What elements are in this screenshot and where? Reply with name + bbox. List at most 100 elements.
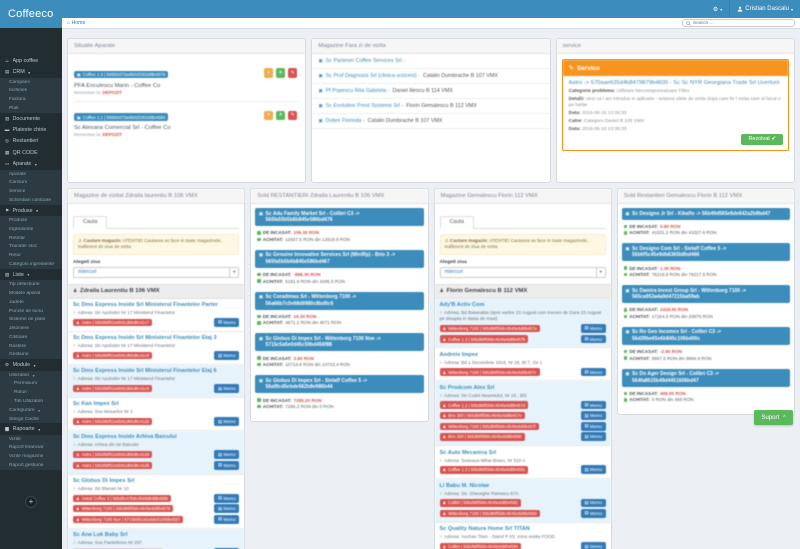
store-link[interactable]: Sc Partener Coffee Services Srl - <box>325 58 405 64</box>
sidebar-item[interactable]: Gestiune <box>0 350 62 360</box>
debt-machine-link[interactable]: ▣ Sc Globus Di Impex Srl - Sielaff Coffe… <box>255 375 424 394</box>
rezolvat-button[interactable]: Rezolvat ✔ <box>741 133 783 145</box>
sidebar-item[interactable]: ▤ CRM ▾ <box>0 66 62 77</box>
sidebar-add-button[interactable]: + <box>25 495 37 508</box>
sidebar-item[interactable]: Produse <box>0 216 62 226</box>
sidebar-item[interactable]: Categorii ingrediente <box>0 260 62 269</box>
user-menu[interactable]: Cristian Dascalu ▾ <box>729 0 800 18</box>
sidebar-item[interactable]: Transfer stoc <box>0 242 62 252</box>
suport-button[interactable]: Suport ^ <box>754 410 793 425</box>
memo-button[interactable]: ▤Memo <box>580 411 606 421</box>
ticket-title-link[interactable]: Astro -> 570aae635d4b8479879b4600 - Sc S… <box>568 80 780 86</box>
store-name-link[interactable]: Sc Quality Natura Home Srl TITAN <box>439 526 530 533</box>
sidebar-item[interactable]: ▭ Aparate ▾ <box>0 158 62 169</box>
store-name-link[interactable]: Andreiv Impex <box>439 351 479 358</box>
add-button[interactable]: + <box>263 68 274 78</box>
sidebar-item[interactable]: Sterge Cache <box>0 414 62 424</box>
memo-button[interactable]: ▤Memo <box>580 421 606 431</box>
sidebar-item[interactable]: Judete <box>0 297 62 307</box>
breadcrumb-home[interactable]: ⌂ Home <box>67 20 86 26</box>
sidebar-item[interactable]: Modele aparat <box>0 289 62 298</box>
debt-machine-link[interactable]: ▣ Sc Ro Geo Incomex Srl - Colibri C3 -> … <box>621 326 790 345</box>
sidebar-item[interactable]: ▧ Liste ▾ <box>0 269 62 280</box>
memo-button[interactable]: ▤Memo <box>214 318 240 327</box>
sidebar-item[interactable]: Raport financiar <box>0 443 62 453</box>
sidebar-item[interactable]: ◎ Restantieri <box>0 136 62 147</box>
store-link[interactable]: Dobre Florinda - <box>325 118 365 124</box>
sidebar-item[interactable]: ⚑ Produse ▾ <box>0 205 62 216</box>
sidebar-item[interactable]: Vizite magazine <box>0 452 62 462</box>
sidebar-item[interactable]: Vizite <box>0 434 62 444</box>
debt-machine-link[interactable]: ▣ Sc Do Ager Design Srl - Colibri C3 -> … <box>621 368 790 387</box>
sidebar-item[interactable]: ▥ Documente <box>0 113 62 124</box>
memo-button[interactable]: ▤Memo <box>214 504 240 514</box>
sidebar-item[interactable]: ▬ Plateste chirie <box>0 124 62 135</box>
debt-machine-link[interactable]: ▣ Sc Genuine Innovative Services Srl (Mi… <box>255 249 424 268</box>
tab-cauta[interactable]: Cauta <box>73 215 108 229</box>
memo-button[interactable]: ▤Memo <box>214 384 240 393</box>
sidebar-item[interactable]: ▆ Rapoarte ▾ <box>0 423 62 434</box>
sidebar-item[interactable]: Rastere <box>0 341 62 351</box>
memo-button[interactable]: ▤Memo <box>214 493 240 503</box>
memo-button[interactable]: ▤Memo <box>214 450 240 459</box>
memo-button[interactable]: ▤Memo <box>580 542 606 549</box>
store-name-link[interactable]: Sc Prodcom Alex Srl <box>439 384 495 391</box>
tab-cauta[interactable]: Cauta <box>439 215 474 229</box>
sidebar-item[interactable]: ⚙ Module ▾ <box>0 359 62 370</box>
sidebar-item[interactable]: Companii <box>0 77 62 87</box>
search-input[interactable] <box>693 20 791 26</box>
sidebar-item[interactable]: ▦ QR CODE <box>0 147 62 158</box>
store-link[interactable]: Sc Prof Diagnosis Srl (clinica urziceni)… <box>325 73 421 79</box>
edit-button[interactable]: ✎ <box>287 68 298 78</box>
memo-button[interactable]: ▤Memo <box>580 498 606 508</box>
sidebar-item[interactable]: Retetar <box>0 233 62 243</box>
sidebar-item[interactable]: Consum <box>0 178 62 188</box>
sidebar-item[interactable]: Permisiuni <box>0 379 62 389</box>
debt-machine-link[interactable]: ▣ Sc Globus Di Impex Srl - Wittenborg 71… <box>255 333 424 352</box>
sidebar-item[interactable]: Configurare ▾ <box>0 405 62 415</box>
store-name-link[interactable]: Sc Auto Mecanica Srl <box>439 449 497 456</box>
sidebar-item[interactable]: Sisteme de plata <box>0 315 62 325</box>
sidebar-item[interactable]: ☕ App coffee <box>0 55 62 66</box>
store-name-link[interactable]: Sc Dms Express Inside Arhiva Baicului <box>73 434 177 441</box>
store-link[interactable]: Sc Evolution Prest Systems Srl - <box>325 103 404 109</box>
sidebar-item[interactable]: Ingrediente <box>0 225 62 234</box>
store-name-link[interactable]: Ady'B Activ Com <box>439 302 485 309</box>
sidebar-item[interactable]: Jetoniere <box>0 324 62 333</box>
day-select[interactable]: miercuri ▼ <box>73 266 240 278</box>
sidebar-item[interactable]: Roluri <box>0 388 62 398</box>
sidebar-item[interactable]: Cititoare <box>0 333 62 342</box>
sidebar-item[interactable]: Inchirieri <box>0 86 62 96</box>
app-logo[interactable]: Coffeeco <box>0 0 62 28</box>
store-link[interactable]: Pf Popescu Rita Gabriela - <box>325 88 390 94</box>
memo-button[interactable]: ▤Memo <box>580 465 606 475</box>
store-name-link[interactable]: Sc Dms Express Inside Srl Ministerul Fin… <box>73 302 218 309</box>
debt-machine-link[interactable]: ▣ Sc Designo Jr Srl - Kikaflo -> 56b49d5… <box>621 208 790 220</box>
debt-machine-link[interactable]: ▣ Sc Designo Com Srl - Sielaff Coffee 5 … <box>621 243 790 262</box>
sidebar-item[interactable]: Toti Utilizatori <box>0 397 62 406</box>
sidebar-item[interactable]: Utilizatori ▾ <box>0 370 62 380</box>
store-name-link[interactable]: Sc Kan Impex Srl <box>73 401 119 408</box>
store-name-link[interactable]: Sc Dms Express Inside Srl Ministerul Fin… <box>73 335 217 342</box>
memo-button[interactable]: ▤Memo <box>214 514 240 524</box>
memo-button[interactable]: ▤Memo <box>580 509 606 518</box>
add-button[interactable]: + <box>263 110 274 121</box>
debt-machine-link[interactable]: ▣ Sc Damira Invest Group Srl - Wittenbor… <box>621 285 790 304</box>
store-name-link[interactable]: Sc Ana Luk Baby Srl <box>73 532 128 539</box>
memo-button[interactable]: ▤Memo <box>580 400 606 410</box>
sidebar-item[interactable]: Puncte de lucru <box>0 306 62 316</box>
sidebar-item[interactable]: Schimbari contoare <box>0 196 62 205</box>
sidebar-item[interactable]: Service <box>0 187 62 197</box>
edit-button[interactable]: ✎ <box>287 110 298 121</box>
memo-button[interactable]: ▤Memo <box>580 367 606 377</box>
send-button[interactable]: ✈ <box>275 68 286 78</box>
sidebar-item[interactable]: Plati <box>0 104 62 113</box>
memo-button[interactable]: ▤Memo <box>214 460 240 470</box>
memo-button[interactable]: ▤Memo <box>214 351 240 360</box>
sidebar-item[interactable]: Tip defectiune <box>0 280 62 290</box>
store-name-link[interactable]: Sc Dms Express Inside Srl Ministerul Fin… <box>73 368 217 375</box>
send-button[interactable]: ✈ <box>275 110 286 121</box>
debt-machine-link[interactable]: ▣ Sc Adu Family Market Srl - Colibri C3 … <box>255 208 424 226</box>
day-select[interactable]: miercuri ▼ <box>439 266 606 278</box>
store-name-link[interactable]: Sc Globus Di Impex Srl <box>73 478 135 485</box>
